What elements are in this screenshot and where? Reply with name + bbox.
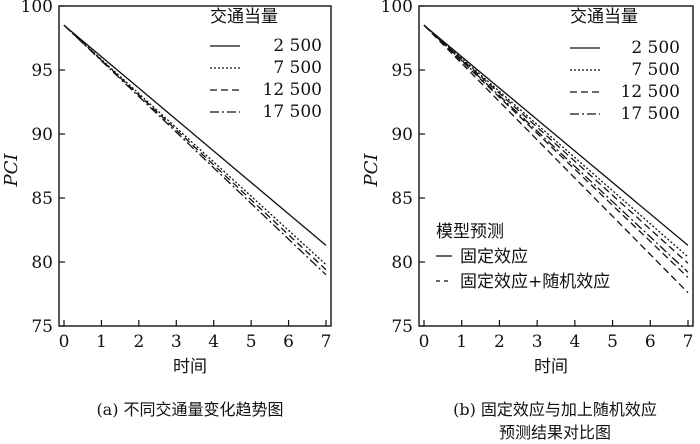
plot-frame	[58, 5, 332, 327]
legend-label: 7 500	[631, 60, 680, 80]
y-tick-label: 100	[21, 0, 53, 17]
y-tick-label: 90	[31, 125, 53, 145]
y-tick-label: 90	[391, 125, 413, 145]
series-line-12500	[423, 24, 689, 264]
legend-title: 交通当量	[570, 7, 638, 27]
x-axis-label: 时间	[534, 357, 568, 377]
x-tick-label: 4	[208, 332, 219, 352]
x-tick-label: 4	[569, 332, 580, 352]
x-tick-label: 3	[532, 332, 543, 352]
legend-title: 交通当量	[210, 7, 278, 27]
y-tick-label: 95	[391, 61, 413, 81]
series-line-2500	[423, 24, 689, 246]
x-tick-label: 2	[494, 332, 505, 352]
y-tick-label: 80	[391, 253, 413, 273]
x-tick-label: 2	[133, 332, 144, 352]
x-tick-label: 7	[321, 332, 332, 352]
x-tick-label: 1	[96, 332, 107, 352]
series-line-17500	[423, 24, 689, 273]
legend-label: 2 500	[631, 38, 680, 58]
legend2-label: 固定效应	[460, 247, 528, 267]
x-tick-label: 6	[645, 332, 656, 352]
y-tick-label: 85	[391, 189, 413, 209]
x-tick-label: 5	[607, 332, 618, 352]
x-tick-label: 7	[683, 332, 694, 352]
figure-caption: (a) 不同交通量变化趋势图	[96, 400, 283, 419]
x-tick-label: 3	[171, 332, 182, 352]
y-tick-label: 85	[31, 189, 53, 209]
figure-caption: 预测结果对比图	[499, 423, 611, 442]
series-line-2500	[63, 24, 327, 246]
series-line-extra-5	[423, 24, 689, 294]
figure-caption: (b) 固定效应与加上随机效应	[453, 400, 657, 419]
y-axis-label: PCI	[361, 153, 382, 188]
series-line-7500	[423, 24, 689, 258]
legend2-title: 模型预测	[436, 222, 504, 242]
x-tick-label: 0	[59, 332, 70, 352]
plot-frame	[418, 5, 694, 327]
legend-label: 2 500	[273, 36, 322, 56]
y-axis-label: PCI	[1, 153, 22, 188]
legend-label: 17 500	[621, 104, 680, 124]
series-line-extra-4	[423, 24, 689, 278]
y-tick-label: 100	[381, 0, 413, 17]
x-axis-label: 时间	[173, 357, 207, 377]
x-tick-label: 5	[246, 332, 257, 352]
x-tick-label: 1	[456, 332, 467, 352]
y-tick-label: 75	[31, 317, 53, 337]
x-tick-label: 0	[419, 332, 430, 352]
legend-label: 12 500	[621, 82, 680, 102]
legend-label: 17 500	[263, 102, 322, 122]
y-tick-label: 95	[31, 61, 53, 81]
series-line-17500	[63, 24, 327, 276]
legend2-label: 固定效应+随机效应	[460, 272, 610, 292]
legend-label: 7 500	[273, 58, 322, 78]
series-line-7500	[63, 24, 327, 266]
legend-label: 12 500	[263, 80, 322, 100]
x-tick-label: 6	[283, 332, 294, 352]
y-tick-label: 75	[391, 317, 413, 337]
y-tick-label: 80	[31, 253, 53, 273]
